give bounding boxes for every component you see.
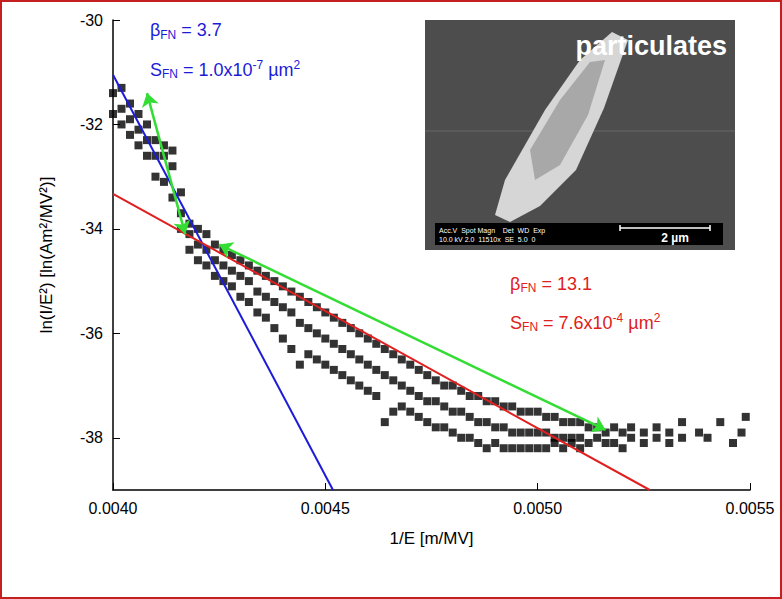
- svg-text:-34: -34: [80, 220, 103, 237]
- svg-text:-38: -38: [80, 429, 103, 446]
- svg-text:Acc.V Spot Magn Det WD E: Acc.V Spot Magn Det WD Exp: [439, 227, 545, 235]
- svg-text:particulates: particulates: [575, 31, 727, 61]
- svg-text:2 µm: 2 µm: [661, 231, 689, 245]
- svg-text:= 3.7: = 3.7: [176, 20, 222, 40]
- svg-text:1/E [m/MV]: 1/E [m/MV]: [389, 529, 473, 548]
- svg-text:µm: µm: [263, 60, 293, 80]
- svg-text:10.0 kV 2.0 11510x SE 5.0: 10.0 kV 2.0 11510x SE 5.0 0: [439, 236, 535, 243]
- svg-text:S: S: [150, 60, 162, 80]
- svg-text:= 13.1: = 13.1: [536, 274, 592, 294]
- svg-text:2: 2: [654, 311, 661, 325]
- svg-text:FN: FN: [522, 320, 538, 334]
- svg-text:FN: FN: [162, 67, 178, 81]
- svg-text:β: β: [150, 20, 160, 40]
- svg-text:-4: -4: [613, 311, 624, 325]
- svg-text:0.0045: 0.0045: [301, 500, 350, 517]
- svg-text:FN: FN: [520, 281, 536, 295]
- svg-text:0.0050: 0.0050: [513, 500, 562, 517]
- svg-text:-36: -36: [80, 325, 103, 342]
- svg-text:2: 2: [294, 58, 301, 72]
- svg-text:-30: -30: [80, 12, 103, 29]
- svg-text:ln(I/E²) [ln(Am²/MV²)]: ln(I/E²) [ln(Am²/MV²)]: [37, 177, 56, 334]
- svg-text:S: S: [510, 313, 522, 333]
- svg-text:β: β: [510, 274, 520, 294]
- svg-text:FN: FN: [160, 28, 176, 42]
- svg-text:-32: -32: [80, 116, 103, 133]
- svg-text:0.0040: 0.0040: [89, 500, 138, 517]
- svg-text:= 7.6x10: = 7.6x10: [538, 313, 613, 333]
- svg-text:0.0055: 0.0055: [726, 500, 775, 517]
- svg-text:-7: -7: [253, 58, 264, 72]
- svg-text:= 1.0x10: = 1.0x10: [178, 60, 253, 80]
- svg-text:µm: µm: [623, 313, 653, 333]
